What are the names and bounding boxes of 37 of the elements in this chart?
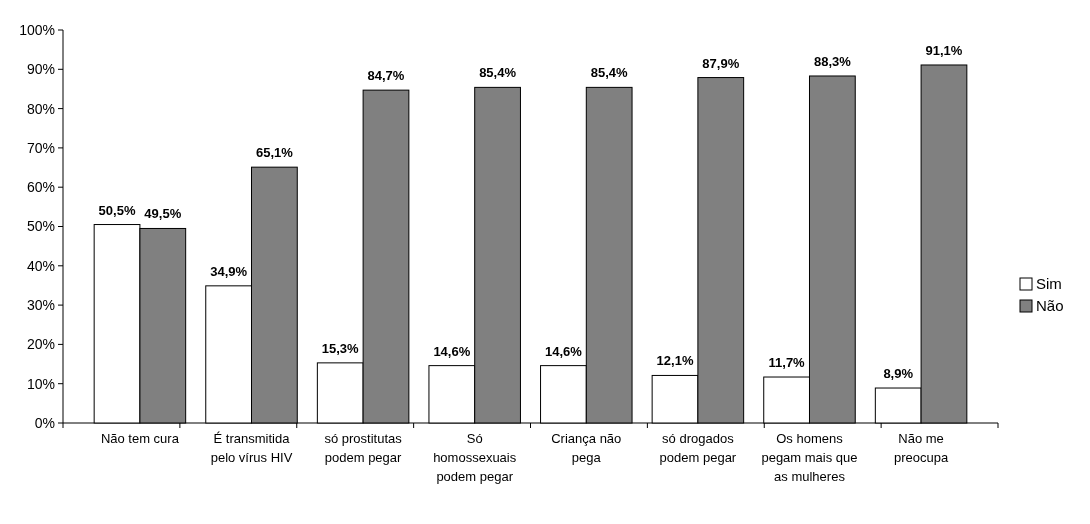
data-label: 84,7%: [367, 68, 405, 84]
legend-label: Sim: [1036, 275, 1062, 293]
data-label: 85,4%: [479, 65, 517, 81]
y-tick-label: 20%: [26, 336, 55, 353]
y-tick-label: 50%: [26, 218, 55, 235]
x-tick-label: É transmitida pelo vírus HIV: [210, 431, 293, 465]
data-label: 88,3%: [813, 53, 852, 69]
y-tick-label: 60%: [26, 179, 55, 196]
x-tick-label: Só homossexuais podem pegar: [433, 431, 517, 484]
data-label: 14,6%: [544, 343, 583, 359]
data-label: 91,1%: [925, 42, 963, 58]
y-tick-label: 70%: [26, 139, 55, 156]
y-tick-label: 100%: [19, 21, 55, 38]
x-tick-label: só drogados podem pegar: [659, 431, 737, 465]
data-label: 65,1%: [255, 145, 294, 161]
y-tick-label: 90%: [26, 61, 55, 78]
y-tick-label: 80%: [26, 100, 55, 117]
x-tick-label: Não tem cura: [100, 431, 180, 446]
data-label: 50,5%: [98, 202, 136, 218]
y-tick-label: 30%: [26, 297, 55, 313]
y-tick-label: 40%: [26, 257, 55, 274]
x-tick-label: Os homens pegam mais que as mulheres: [761, 431, 858, 484]
data-label: 87,9%: [702, 55, 740, 71]
x-tick-label: só prostitutas podem pegar: [324, 431, 403, 465]
y-tick-label: 10%: [26, 375, 55, 392]
y-tick-label: 0%: [34, 414, 55, 431]
legend-label: Não: [1036, 297, 1064, 315]
data-label: 49,5%: [144, 206, 182, 222]
data-label: 34,9%: [210, 263, 248, 279]
x-tick-label: Não me preocupa: [893, 431, 949, 465]
data-label: 12,1%: [656, 353, 694, 369]
x-tick-label: Criança não pega: [551, 431, 622, 465]
data-label: 14,6%: [433, 343, 471, 359]
data-label: 11,7%: [768, 355, 806, 371]
data-label: 85,4%: [590, 65, 629, 81]
data-label: 8,9%: [883, 366, 914, 382]
data-label: 15,3%: [321, 340, 360, 356]
